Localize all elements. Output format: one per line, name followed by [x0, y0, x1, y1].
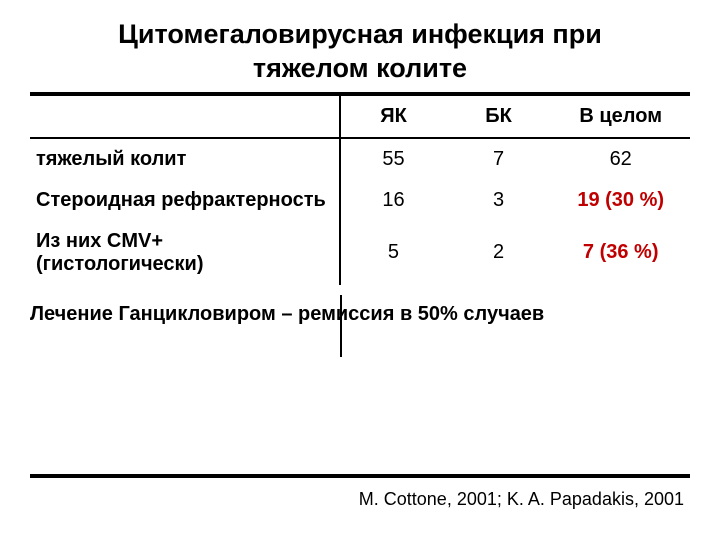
data-table-wrap: ЯК БК В целом тяжелый колит 55 7 62 Стер… [30, 96, 690, 285]
slide-title: Цитомегаловирусная инфекция при тяжелом … [30, 18, 690, 86]
data-table: ЯК БК В целом тяжелый колит 55 7 62 Стер… [30, 96, 690, 285]
table-header-row: ЯК БК В целом [30, 96, 690, 138]
slide: Цитомегаловирусная инфекция при тяжелом … [0, 0, 720, 540]
cell-total: 62 [551, 138, 690, 180]
cell: 7 [446, 138, 552, 180]
title-line-2: тяжелом колите [253, 53, 467, 83]
col-header-bk: БК [446, 96, 552, 138]
vertical-divider-stub [340, 295, 342, 357]
cell: 55 [340, 138, 446, 180]
cell-total: 19 (30 %) [551, 180, 690, 221]
bottom-rule [30, 474, 690, 478]
table-row: Стероидная рефрактерность 16 3 19 (30 %) [30, 180, 690, 221]
cell: 2 [446, 221, 552, 285]
citation: M. Cottone, 2001; K. A. Papadakis, 2001 [359, 489, 684, 510]
col-header-empty [30, 96, 340, 138]
col-header-yak: ЯК [340, 96, 446, 138]
cell: 5 [340, 221, 446, 285]
row-label: тяжелый колит [30, 138, 340, 180]
treatment-note: Лечение Ганцикловиром – ремиссия в 50% с… [30, 303, 690, 326]
cell: 3 [446, 180, 552, 221]
row-label: Из них CMV+ (гистологически) [30, 221, 340, 285]
cell: 16 [340, 180, 446, 221]
table-row: Из них CMV+ (гистологически) 5 2 7 (36 %… [30, 221, 690, 285]
table-row: тяжелый колит 55 7 62 [30, 138, 690, 180]
col-header-total: В целом [551, 96, 690, 138]
title-line-1: Цитомегаловирусная инфекция при [118, 19, 602, 49]
row-label: Стероидная рефрактерность [30, 180, 340, 221]
cell-total: 7 (36 %) [551, 221, 690, 285]
